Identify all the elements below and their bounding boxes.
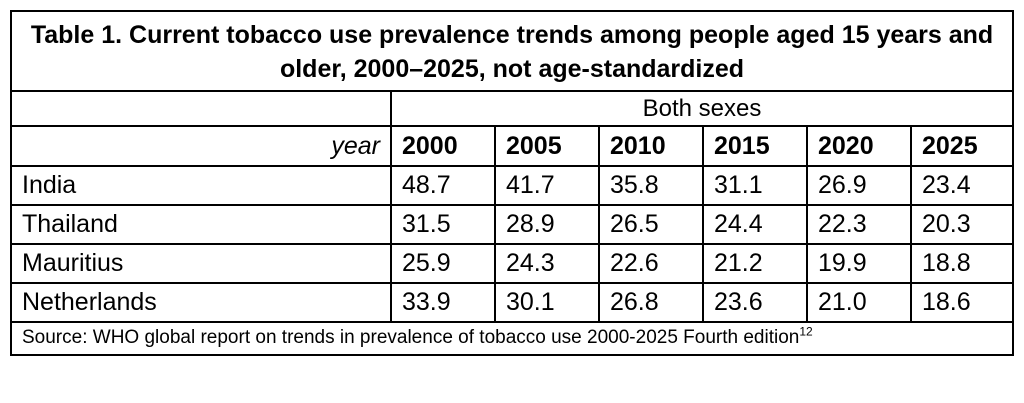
table-cell: 18.8: [909, 243, 1015, 284]
table-row: Mauritius 25.9 24.3 22.6 21.2 19.9 18.8: [10, 243, 1015, 284]
table-row: Netherlands 33.9 30.1 26.8 23.6 21.0 18.6: [10, 282, 1015, 323]
table-title: Table 1. Current tobacco use prevalence …: [9, 10, 1015, 92]
table-cell: 20.3: [909, 204, 1015, 245]
table-cell: 28.9: [494, 204, 600, 245]
table-cell: 22.6: [598, 243, 704, 284]
table-cell: 26.9: [806, 165, 912, 206]
year-label: year: [10, 125, 392, 167]
table-cell: 22.3: [806, 204, 912, 245]
year-header-2020: 2020: [806, 125, 912, 167]
row-label: Thailand: [10, 204, 392, 245]
year-header-2000: 2000: [390, 125, 496, 167]
empty-header-cell: [10, 90, 392, 127]
table-cell: 35.8: [598, 165, 704, 206]
year-header-2010: 2010: [598, 125, 704, 167]
group-header-row: Both sexes: [10, 90, 1015, 127]
row-label: Mauritius: [10, 243, 392, 284]
source-superscript: 12: [799, 324, 813, 339]
table-cell: 19.9: [806, 243, 912, 284]
table-cell: 21.0: [806, 282, 912, 323]
table-row: India 48.7 41.7 35.8 31.1 26.9 23.4: [10, 165, 1015, 206]
year-header-row: year 2000 2005 2010 2015 2020 2025: [10, 125, 1015, 167]
year-header-2005: 2005: [494, 125, 600, 167]
table-cell: 24.4: [702, 204, 808, 245]
table-row: Thailand 31.5 28.9 26.5 24.4 22.3 20.3: [10, 204, 1015, 245]
group-header: Both sexes: [389, 90, 1015, 127]
row-label: India: [10, 165, 392, 206]
prevalence-table: Table 1. Current tobacco use prevalence …: [9, 10, 1015, 356]
year-header-2025: 2025: [909, 125, 1015, 167]
table-cell: 48.7: [390, 165, 496, 206]
table-cell: 31.5: [390, 204, 496, 245]
source-text: Source: WHO global report on trends in p…: [22, 327, 800, 348]
year-header-2015: 2015: [702, 125, 808, 167]
table-cell: 26.5: [598, 204, 704, 245]
table-wrapper: Table 1. Current tobacco use prevalence …: [9, 10, 1015, 356]
table-cell: 25.9: [390, 243, 496, 284]
table-cell: 41.7: [494, 165, 600, 206]
table-cell: 23.4: [909, 165, 1015, 206]
table-cell: 31.1: [702, 165, 808, 206]
table-cell: 23.6: [702, 282, 808, 323]
row-label: Netherlands: [10, 282, 392, 323]
source-row: Source: WHO global report on trends in p…: [9, 321, 1015, 356]
table-cell: 18.6: [909, 282, 1015, 323]
title-row: Table 1. Current tobacco use prevalence …: [9, 10, 1015, 92]
table-cell: 33.9: [390, 282, 496, 323]
table-cell: 21.2: [702, 243, 808, 284]
table-cell: 30.1: [494, 282, 600, 323]
table-cell: 26.8: [598, 282, 704, 323]
table-cell: 24.3: [494, 243, 600, 284]
source-note: Source: WHO global report on trends in p…: [9, 321, 1015, 356]
